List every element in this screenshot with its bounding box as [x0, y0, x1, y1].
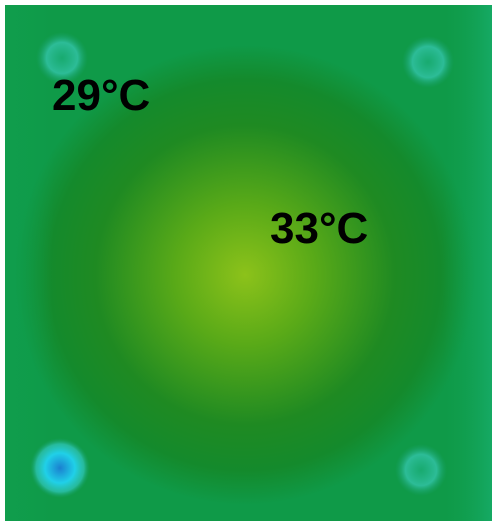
- thermal-image: 29°C 33°C: [0, 0, 495, 526]
- temperature-label: 29°C: [52, 71, 150, 120]
- temperature-label: 33°C: [270, 204, 368, 253]
- cool-spot: [395, 444, 447, 496]
- cool-spot: [402, 36, 454, 88]
- cool-spot: [30, 438, 90, 498]
